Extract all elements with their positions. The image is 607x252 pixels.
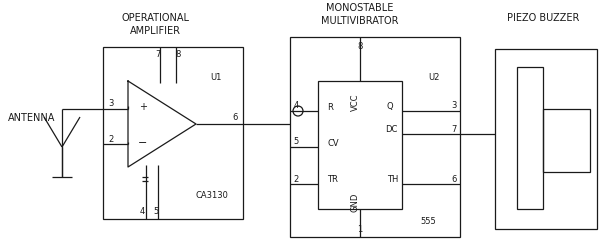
Text: ANTENNA: ANTENNA	[8, 113, 55, 122]
Bar	[318, 82, 402, 209]
Text: MONOSTABLE: MONOSTABLE	[327, 3, 394, 13]
Text: CV: CV	[327, 138, 339, 147]
Text: 5: 5	[154, 207, 158, 216]
Text: +: +	[139, 102, 147, 112]
Text: OPERATIONAL: OPERATIONAL	[121, 13, 189, 23]
Text: Q: Q	[387, 102, 393, 111]
Text: 5: 5	[293, 137, 299, 146]
Text: 1: 1	[358, 225, 362, 234]
Bar	[543, 110, 590, 172]
Text: GND: GND	[350, 192, 359, 211]
Text: U1: U1	[210, 73, 222, 82]
Text: 6: 6	[232, 112, 238, 121]
Text: 3: 3	[452, 101, 456, 110]
Text: PIEZO BUZZER: PIEZO BUZZER	[507, 13, 579, 23]
Bar	[495, 50, 597, 229]
Text: TH: TH	[387, 175, 398, 184]
Text: TR: TR	[327, 175, 338, 184]
Text: 4: 4	[140, 207, 144, 216]
Text: CA3130: CA3130	[195, 191, 228, 200]
Text: 2: 2	[293, 174, 299, 183]
Text: 4: 4	[293, 101, 299, 110]
Text: 7: 7	[452, 124, 456, 133]
Bar	[290, 38, 460, 237]
Text: VCC: VCC	[350, 93, 359, 110]
Text: 3: 3	[108, 99, 114, 108]
Text: DC: DC	[385, 125, 398, 134]
Text: R: R	[327, 102, 333, 111]
Text: −: −	[138, 137, 148, 147]
Text: 2: 2	[109, 134, 114, 143]
Text: U2: U2	[428, 73, 439, 82]
Bar	[103, 48, 243, 219]
Text: 8: 8	[175, 49, 181, 58]
Text: 555: 555	[420, 217, 436, 226]
Text: 7: 7	[155, 49, 161, 58]
Text: 8: 8	[358, 41, 363, 50]
Text: MULTIVIBRATOR: MULTIVIBRATOR	[321, 16, 399, 26]
Bar	[517, 68, 543, 209]
Text: AMPLIFIER: AMPLIFIER	[129, 26, 180, 36]
Text: 6: 6	[452, 174, 456, 183]
